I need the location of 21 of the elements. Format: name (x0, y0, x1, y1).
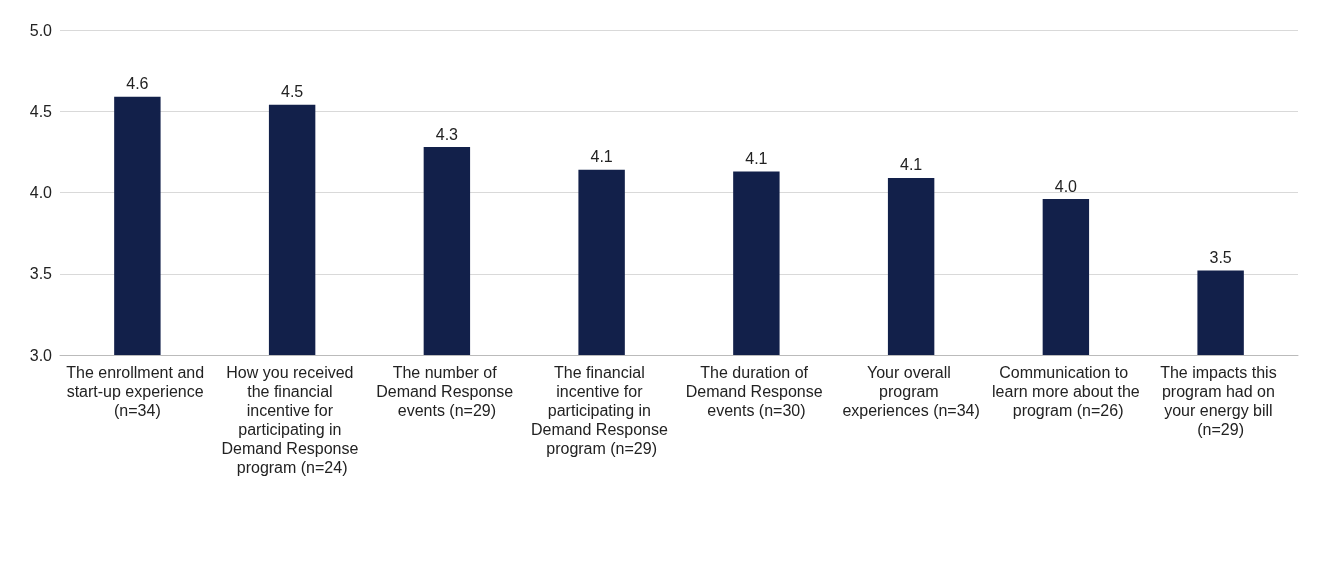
data-label: 4.6 (126, 75, 149, 93)
data-label: 4.1 (745, 149, 768, 167)
data-label: 4.1 (590, 148, 613, 166)
x-tick-label: Communication to learn more about the program (n=26) (992, 364, 1140, 419)
y-tick-label: 3.0 (29, 346, 53, 364)
x-tick-label: Your overall program experiences (n=34) (842, 364, 980, 419)
y-tick-label: 4.5 (29, 102, 53, 120)
x-tick-label: The duration of Demand Response events (n=30) (685, 364, 828, 419)
data-label: 3.5 (1209, 249, 1232, 266)
y-tick-label: 4.0 (29, 184, 53, 201)
data-label: 4.0 (1054, 177, 1078, 195)
x-tick-label: The impacts this program had on your energy bill (n=29) (1160, 364, 1282, 438)
x-tick-label: The number of Demand Response events (n=29) (376, 364, 518, 419)
x-tick-label: The enrollment and start-up experience (n=34) (66, 364, 209, 419)
x-tick-label: The financial incentive for participating in Demand Response program (n=29) (530, 364, 673, 457)
y-tick-label: 3.5 (29, 265, 53, 283)
data-label: 4.3 (435, 125, 459, 143)
x-tick-label: How you received the financial incentive for participating in Demand Response program (n=24) (221, 364, 363, 476)
data-label: 4.1 (900, 156, 923, 174)
data-label: 4.5 (281, 83, 304, 101)
y-tick-label: 5.0 (29, 21, 53, 39)
